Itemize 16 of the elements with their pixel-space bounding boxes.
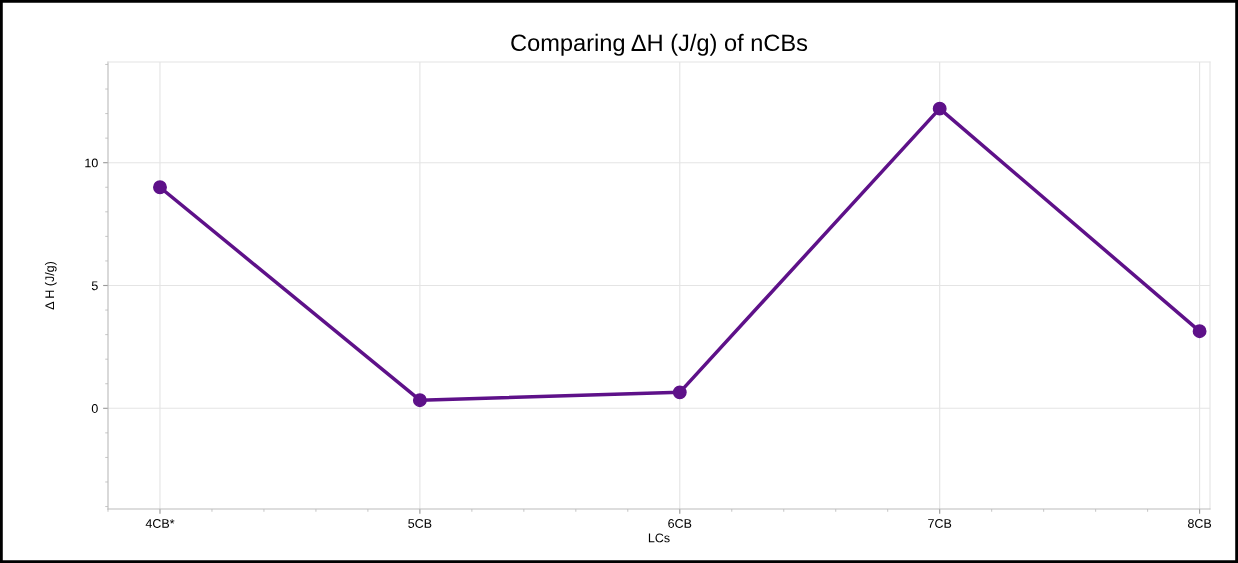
point — [153, 180, 167, 195]
x-tick-label: 8CB — [1187, 519, 1212, 528]
point — [1192, 324, 1207, 339]
x-tick-label: 6CB — [668, 519, 692, 528]
y-tick-label: 0 — [91, 404, 98, 413]
x-axis-title: LCs — [648, 533, 670, 543]
point — [412, 393, 427, 408]
y-axis-title: Δ H (J/g) — [44, 261, 57, 310]
x-tick-label: 5CB — [408, 519, 432, 528]
point — [932, 101, 947, 116]
x-tick-label: 7CB — [928, 519, 952, 528]
point — [672, 385, 687, 400]
y-tick-label: 5 — [91, 281, 98, 291]
x-tick-label: 4CB* — [145, 519, 175, 528]
chart-title: Comparing ΔH (J/g) of nCBs — [511, 33, 808, 56]
y-tick-label: 10 — [85, 158, 98, 168]
